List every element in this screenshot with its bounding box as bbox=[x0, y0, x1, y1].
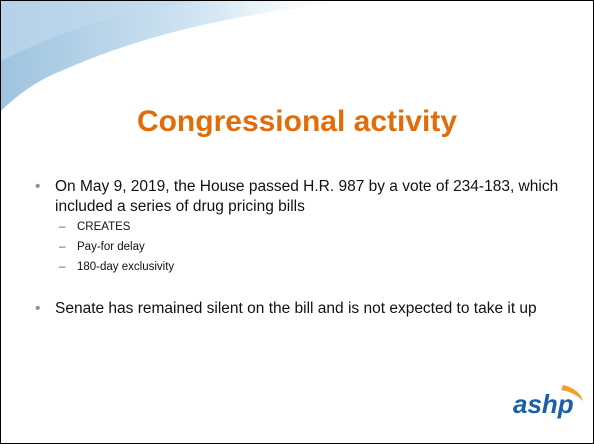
slide-title: Congressional activity bbox=[136, 105, 458, 138]
bullet: On May 9, 2019, the House passed H.R. 98… bbox=[35, 177, 567, 217]
logo: ashp bbox=[513, 385, 583, 419]
logo-text: ashp bbox=[513, 389, 574, 419]
sub-bullet: CREATES bbox=[57, 217, 174, 237]
logo-swoosh bbox=[561, 385, 583, 401]
sub-list: CREATES Pay-for delay 180-day exclusivit… bbox=[57, 217, 174, 277]
sub-bullet: 180-day exclusivity bbox=[57, 257, 174, 277]
header-swoosh bbox=[1, 1, 361, 111]
bullet: Senate has remained silent on the bill a… bbox=[35, 299, 567, 319]
sub-bullet: Pay-for delay bbox=[57, 237, 174, 257]
